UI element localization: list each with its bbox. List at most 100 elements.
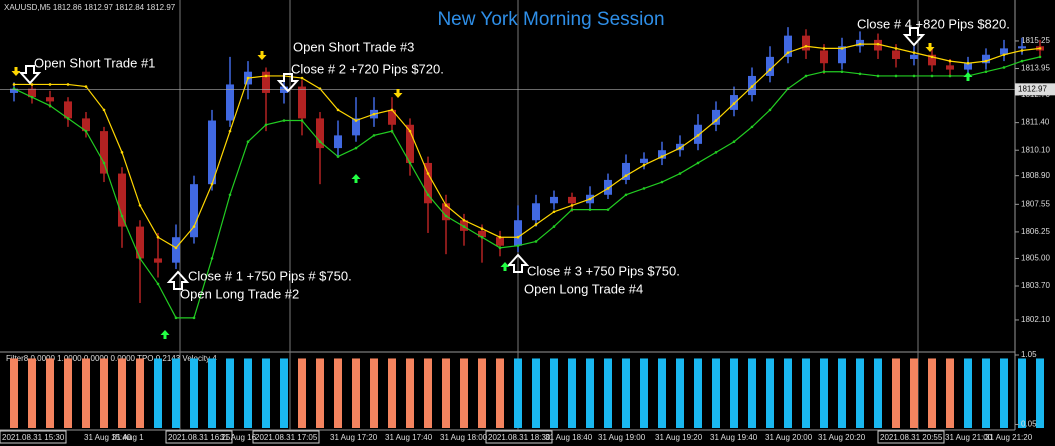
trail-dot <box>642 163 646 167</box>
trail-dot <box>84 129 88 133</box>
candle-body <box>982 54 990 64</box>
trail-dot <box>426 172 430 175</box>
histogram-bar <box>388 358 396 428</box>
annotation: Open Short Trade #1 <box>34 55 155 70</box>
sell-arrow <box>11 67 21 76</box>
trail-dot <box>570 208 574 211</box>
trail-dot <box>120 151 124 154</box>
candle-body <box>838 46 846 64</box>
candle-body <box>190 184 198 238</box>
trail-dot <box>1002 53 1006 57</box>
x-tick-label: 2021.08.31 17:05 <box>255 433 318 442</box>
trail-line <box>14 43 1041 249</box>
x-tick-label: 31 Aug 1 <box>112 433 144 442</box>
chart-header: XAUUSD,M5 1812.86 1812.97 1812.84 1812.9… <box>4 3 176 12</box>
candle-body <box>280 86 288 93</box>
trail-dot <box>1020 59 1024 63</box>
trail-dot <box>660 155 664 158</box>
trail-dot <box>912 74 916 78</box>
histogram-bar <box>370 358 378 428</box>
histogram-bar <box>820 358 828 428</box>
trail-dot <box>768 68 772 71</box>
trail-dot <box>372 134 376 137</box>
trail-dot <box>264 74 268 78</box>
y-tick-label: 1815.25 <box>1021 36 1050 45</box>
x-tick-label: 2021.08.31 15:30 <box>2 433 65 442</box>
histogram-bar <box>136 358 144 428</box>
histogram-bar <box>748 358 756 428</box>
indicator-tick-label: 0.05 <box>1021 420 1037 429</box>
trail-dot <box>156 282 160 286</box>
trail-dot <box>840 70 844 74</box>
trail-dot <box>66 83 70 86</box>
trail-dot <box>786 51 790 54</box>
trail-dot <box>516 244 520 247</box>
time-label-box <box>165 430 233 444</box>
trail-dot <box>408 161 412 165</box>
candle-body <box>496 237 504 246</box>
x-tick-label: 2021.08.31 20:55 <box>880 433 943 442</box>
histogram-bar <box>316 358 324 428</box>
candle-body <box>1000 48 1008 55</box>
trail-dot <box>894 74 898 78</box>
trail-dot <box>804 44 808 48</box>
trail-dot <box>336 108 340 112</box>
histogram-bar <box>1018 358 1026 428</box>
trail-dot <box>732 102 736 105</box>
trail-dot <box>678 146 682 150</box>
trail-dot <box>192 316 196 320</box>
trail-dot <box>390 108 394 112</box>
x-tick-label: 31 Aug 21:00 <box>945 433 993 442</box>
time-label-box <box>485 430 553 444</box>
indicator-tick-label: 1.05 <box>1021 350 1037 359</box>
trail-dot <box>120 214 124 218</box>
trail-dot <box>300 76 304 80</box>
histogram-bar <box>154 358 162 428</box>
trail-dot <box>300 119 304 122</box>
trail-dot <box>984 59 988 63</box>
histogram-bar <box>64 358 72 428</box>
time-label-box <box>877 430 945 444</box>
histogram-bar <box>172 358 180 428</box>
annotation: Open Short Trade #3 <box>293 39 414 54</box>
trail-dot <box>552 210 556 214</box>
trail-dot <box>480 227 484 231</box>
trail-line <box>13 56 1041 319</box>
sell-arrow <box>925 43 935 52</box>
candle-body <box>946 65 954 70</box>
y-tick-label: 1811.40 <box>1021 118 1050 127</box>
annotation: Close # 2 +720 Pips $720. <box>291 61 444 76</box>
candle-body <box>28 88 36 98</box>
trail-dot <box>444 214 448 218</box>
y-tick-label: 1808.90 <box>1021 171 1050 180</box>
trail-dot <box>714 119 718 122</box>
trail-dot <box>714 151 718 154</box>
y-tick-label: 1806.25 <box>1021 227 1050 236</box>
trail-dot <box>264 123 268 127</box>
trail-dot <box>390 129 394 133</box>
candle-body <box>298 86 306 119</box>
histogram-bar <box>352 358 360 428</box>
trail-dot <box>624 174 628 177</box>
trail-dot <box>192 225 196 228</box>
exit-arrow <box>902 27 926 47</box>
trail-dot <box>876 42 880 46</box>
candle-body <box>406 124 414 163</box>
exit-arrow <box>166 270 190 290</box>
histogram-bar <box>1000 358 1008 428</box>
trail-dot <box>930 74 934 78</box>
x-tick-label: 31 Aug 18:40 <box>545 433 593 442</box>
buy-arrow <box>500 262 510 271</box>
candle-body <box>208 120 216 185</box>
trail-dot <box>948 59 952 63</box>
histogram-bar <box>712 358 720 428</box>
histogram-bar <box>946 358 954 428</box>
histogram-bar <box>676 358 684 428</box>
trail-dot <box>138 257 142 260</box>
candle-body <box>964 63 972 70</box>
trail-dot <box>30 83 34 86</box>
trail-dot <box>462 218 466 222</box>
trail-dot <box>48 83 52 86</box>
trail-dot <box>840 47 844 50</box>
histogram-bar <box>838 358 846 428</box>
